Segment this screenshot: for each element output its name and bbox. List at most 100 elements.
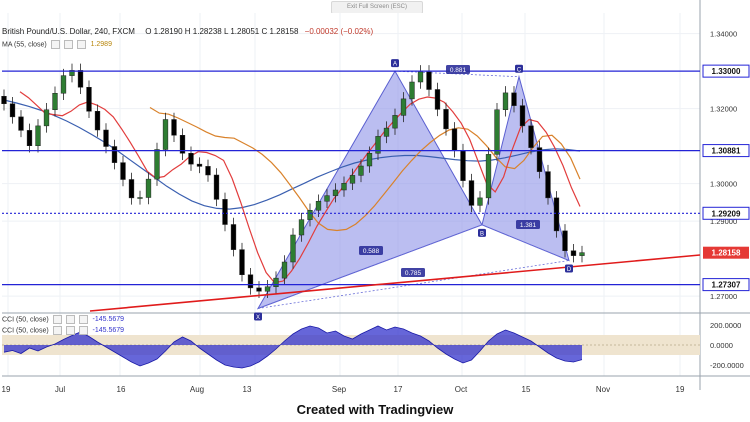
candle-body bbox=[94, 111, 101, 131]
pattern-point-label: X bbox=[256, 315, 260, 321]
candle-body bbox=[18, 116, 24, 131]
candle-body bbox=[451, 128, 458, 151]
candle-body bbox=[1, 96, 7, 104]
ratio-label: 0.785 bbox=[405, 270, 422, 277]
pattern-labels: X A B C D 0.588 0.881 1.381 0.785 bbox=[254, 59, 573, 321]
time-tick-label: Sep bbox=[332, 385, 347, 394]
pattern-point-badge bbox=[254, 312, 262, 321]
cci-tick-label: 200.0000 bbox=[710, 321, 741, 330]
candle-body bbox=[52, 93, 58, 110]
cci-tick-label: 0.0000 bbox=[710, 341, 733, 350]
price-series bbox=[1, 63, 585, 298]
candle-body bbox=[349, 175, 356, 184]
ratio-badge bbox=[516, 220, 540, 229]
level-price-label: 1.27307 bbox=[712, 281, 741, 290]
cci-legend-1[interactable]: CCI (50, close) -145.5679 bbox=[2, 315, 124, 324]
time-tick-label: 19 bbox=[2, 385, 11, 394]
candle-body bbox=[162, 119, 169, 150]
watermark-caption: Created with Tradingview bbox=[296, 402, 454, 417]
ratio-line-ac bbox=[394, 70, 520, 78]
candle-body bbox=[443, 109, 449, 130]
ratio-badge bbox=[446, 65, 470, 74]
ma-value: 1.2989 bbox=[90, 41, 112, 49]
time-axis: 19 Jul 16 Aug 13 Sep 17 Oct 15 Nov 19 bbox=[2, 385, 685, 394]
candle-body bbox=[366, 153, 373, 167]
time-tick-label: Nov bbox=[596, 385, 610, 394]
pattern-point-label: B bbox=[480, 231, 484, 237]
time-tick-label: 19 bbox=[676, 385, 685, 394]
candle-body bbox=[43, 109, 50, 127]
horizontal-levels[interactable] bbox=[2, 70, 700, 286]
close-icon[interactable] bbox=[78, 315, 88, 324]
cci-line bbox=[3, 325, 583, 369]
price-tick-label: 1.32000 bbox=[710, 105, 737, 114]
close-icon[interactable] bbox=[78, 326, 88, 335]
candle-body bbox=[111, 146, 118, 163]
candle-body bbox=[511, 92, 517, 106]
grid bbox=[2, 0, 750, 390]
price-tick-label: 1.29000 bbox=[710, 217, 737, 226]
symbol-title[interactable]: British Pound/U.S. Dollar, 240, FXCM bbox=[2, 27, 135, 36]
candle-body bbox=[570, 250, 577, 256]
candle-body bbox=[77, 70, 84, 88]
time-tick-label: 17 bbox=[394, 385, 403, 394]
price-tick-label: 1.34000 bbox=[710, 30, 737, 39]
candle-body bbox=[86, 87, 92, 112]
candle-body bbox=[485, 154, 492, 199]
candle-body bbox=[69, 70, 75, 76]
candle-body bbox=[324, 195, 330, 202]
candle-body bbox=[502, 92, 509, 110]
pattern-point-badge bbox=[515, 64, 523, 73]
settings-icon[interactable] bbox=[63, 40, 73, 49]
candle-body bbox=[307, 210, 313, 220]
eye-icon[interactable] bbox=[52, 315, 62, 324]
candle-body bbox=[375, 136, 381, 154]
candle-body bbox=[562, 230, 568, 251]
trendline[interactable] bbox=[89, 254, 701, 312]
cci-value: -145.5679 bbox=[92, 316, 125, 324]
ma-legend[interactable]: MA (55, close) 1.2989 bbox=[2, 40, 112, 49]
candle-body bbox=[417, 71, 424, 83]
candle-body bbox=[468, 180, 475, 206]
price-tick-label: 1.30000 bbox=[710, 180, 737, 189]
level-price-tag bbox=[702, 144, 750, 158]
cci-label: CCI (50, close) bbox=[2, 327, 49, 335]
settings-icon[interactable] bbox=[65, 326, 75, 335]
eye-icon[interactable] bbox=[50, 40, 60, 49]
candle-body bbox=[315, 201, 322, 211]
time-tick-label: 15 bbox=[522, 385, 531, 394]
time-tick-label: 13 bbox=[243, 385, 252, 394]
level-price-label: 1.33000 bbox=[712, 67, 741, 76]
close-icon[interactable] bbox=[76, 40, 86, 49]
level-price-tag bbox=[702, 206, 750, 220]
candle-body bbox=[477, 197, 483, 206]
settings-icon[interactable] bbox=[65, 315, 75, 324]
candle-body bbox=[137, 197, 143, 199]
ma-label: MA (55, close) bbox=[2, 41, 47, 49]
pattern-triangle-xab bbox=[256, 70, 483, 310]
candle-body bbox=[536, 147, 543, 172]
candle-body bbox=[60, 75, 67, 94]
ohlc-low: L 1.28051 bbox=[223, 27, 260, 36]
candle-body bbox=[154, 149, 160, 180]
candle-body bbox=[579, 252, 585, 256]
candle-body bbox=[213, 174, 220, 200]
candle-body bbox=[426, 71, 432, 90]
candle-body bbox=[392, 115, 398, 129]
pattern-point-label: D bbox=[567, 267, 572, 273]
level-price-label: 1.30881 bbox=[712, 147, 741, 156]
candle-body bbox=[528, 125, 534, 148]
candle-body bbox=[196, 163, 203, 167]
candle-body bbox=[519, 105, 526, 127]
cci-legend-2[interactable]: CCI (50, close) -145.5679 bbox=[2, 326, 124, 335]
candle-body bbox=[290, 234, 296, 263]
price-tick-label: 1.27000 bbox=[710, 292, 737, 301]
time-tick-label: 16 bbox=[117, 385, 126, 394]
candle-body bbox=[230, 224, 237, 250]
candle-body bbox=[358, 165, 364, 176]
eye-icon[interactable] bbox=[52, 326, 62, 335]
candle-body bbox=[247, 274, 254, 289]
cci-value: -145.5679 bbox=[92, 327, 125, 335]
